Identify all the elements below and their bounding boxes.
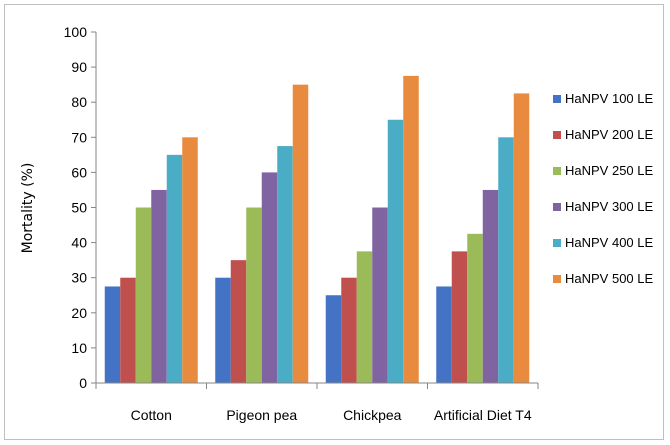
bar-chickpea-series-2	[341, 277, 357, 383]
x-category-label: Chickpea	[343, 407, 402, 423]
legend-swatch	[553, 95, 561, 103]
y-tick-label: 40	[71, 235, 87, 251]
bar-artificial-diet-t4-series-6	[513, 93, 530, 384]
bars	[104, 75, 530, 384]
y-axis-ticks: 0 10 20 30 40 50 60 70 80 90 100	[64, 24, 96, 391]
y-tick-label: 30	[71, 270, 87, 286]
bar-cotton-series-4	[151, 189, 167, 383]
x-category-label: Cotton	[131, 407, 172, 423]
x-category-label: Artificial Diet T4	[434, 407, 532, 423]
y-axis-label: Mortality (%)	[20, 163, 36, 254]
y-tick-label: 60	[71, 164, 87, 180]
x-axis-labels: Cotton Pigeon pea Chickpea Artificial Diet …	[131, 407, 532, 423]
bar-artificial-diet-t4-series-3	[467, 233, 483, 383]
bar-cotton-series-2	[120, 277, 136, 383]
bar-artificial-diet-t4-series-5	[498, 137, 514, 383]
legend-label: HaNPV 200 LE	[565, 127, 653, 142]
bar-chickpea-series-6	[403, 75, 419, 383]
bar-pigeon-pea-series-6	[292, 84, 309, 384]
bar-cotton-series-3	[135, 207, 152, 383]
bar-chickpea-series-3	[356, 251, 373, 383]
bar-cotton-series-6	[182, 137, 198, 383]
y-tick-label: 70	[71, 129, 87, 145]
bar-artificial-diet-t4-series-1	[436, 286, 452, 383]
y-tick-label: 0	[79, 375, 87, 391]
bar-pigeon-pea-series-5	[277, 146, 293, 383]
bar-cotton-series-5	[166, 154, 183, 383]
legend-swatch	[553, 239, 561, 247]
y-tick-label: 50	[71, 200, 87, 216]
bar-pigeon-pea-series-2	[230, 260, 247, 383]
legend-label: HaNPV 300 LE	[565, 199, 653, 214]
bar-artificial-diet-t4-series-4	[482, 189, 499, 383]
y-tick-label: 100	[64, 24, 88, 40]
legend: HaNPV 100 LE HaNPV 200 LE HaNPV 250 LE HaNP…	[553, 91, 653, 286]
y-tick-label: 10	[71, 340, 87, 356]
bar-chickpea-series-1	[325, 295, 342, 383]
bar-cotton-series-1	[104, 286, 121, 383]
bar-chickpea-series-5	[387, 119, 404, 383]
y-tick-label: 20	[71, 305, 87, 321]
legend-swatch	[553, 203, 561, 211]
bar-chickpea-series-4	[372, 207, 388, 383]
legend-swatch	[553, 131, 561, 139]
legend-label: HaNPV 400 LE	[565, 235, 653, 250]
bar-pigeon-pea-series-3	[246, 207, 262, 383]
y-tick-label: 80	[71, 94, 87, 110]
bar-pigeon-pea-series-4	[261, 172, 278, 383]
x-category-label: Pigeon pea	[226, 407, 297, 423]
legend-label: HaNPV 100 LE	[565, 91, 653, 106]
bar-artificial-diet-t4-series-2	[451, 251, 468, 383]
axes	[95, 32, 539, 389]
legend-label: HaNPV 500 LE	[565, 271, 653, 286]
legend-swatch	[553, 167, 561, 175]
legend-swatch	[553, 275, 561, 283]
legend-label: HaNPV 250 LE	[565, 163, 653, 178]
bar-pigeon-pea-series-1	[215, 277, 231, 383]
y-tick-label: 90	[71, 59, 87, 75]
